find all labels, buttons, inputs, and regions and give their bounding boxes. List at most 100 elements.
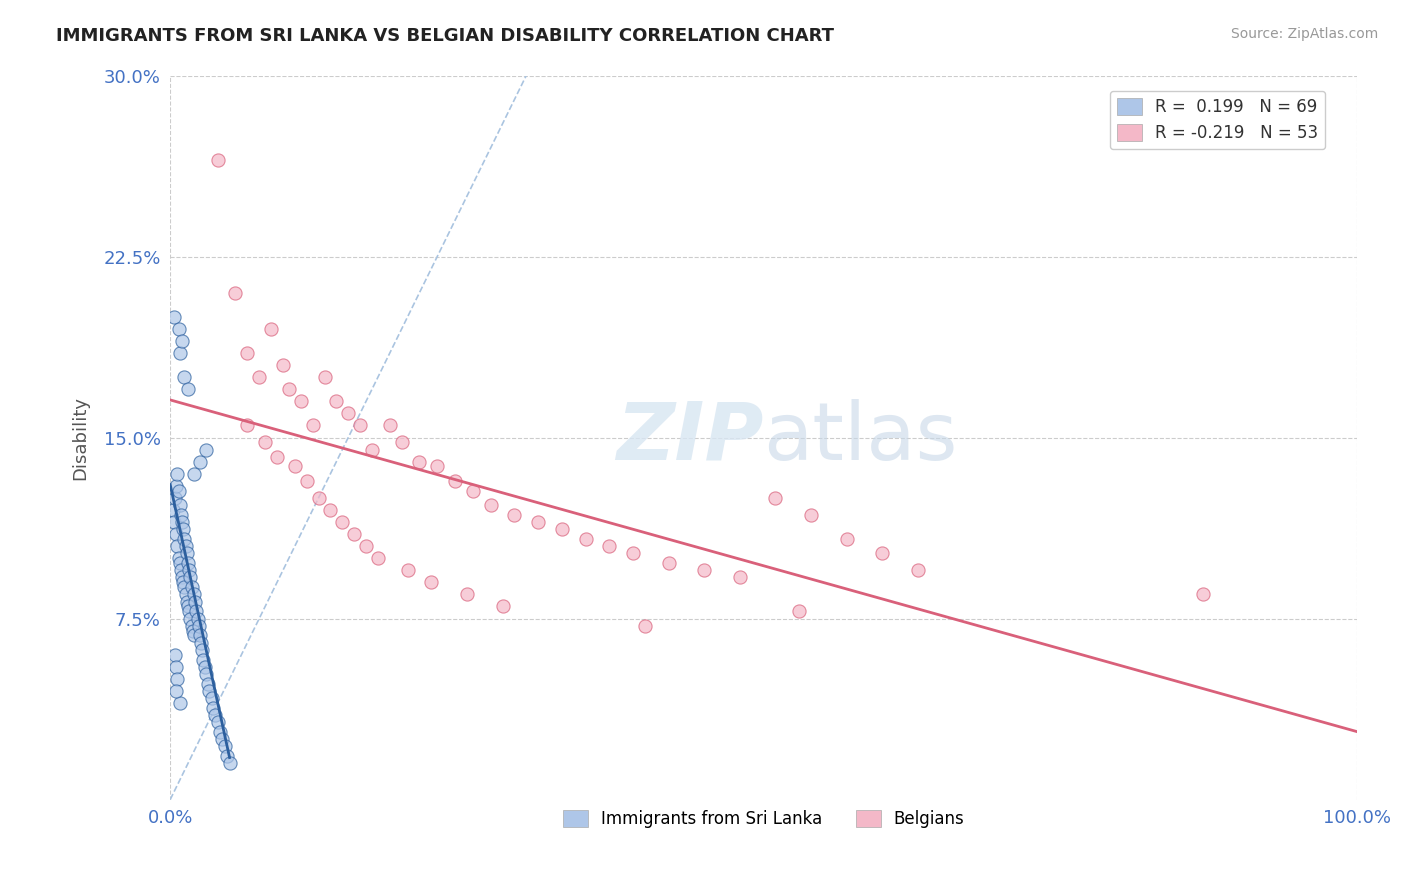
Point bbox=[173, 370, 195, 384]
Point bbox=[163, 515, 186, 529]
Point bbox=[634, 619, 657, 633]
Point bbox=[177, 599, 200, 614]
Point bbox=[621, 546, 644, 560]
Point bbox=[166, 672, 188, 686]
Point bbox=[176, 594, 198, 608]
Point bbox=[165, 684, 187, 698]
Point bbox=[907, 563, 929, 577]
Point bbox=[290, 394, 312, 409]
Point bbox=[218, 756, 240, 771]
Point bbox=[503, 508, 526, 522]
Point bbox=[163, 648, 186, 662]
Point bbox=[527, 515, 550, 529]
Point bbox=[284, 459, 307, 474]
Point bbox=[1191, 587, 1213, 601]
Point bbox=[271, 358, 294, 372]
Point bbox=[174, 587, 197, 601]
Point bbox=[247, 370, 270, 384]
Point bbox=[325, 394, 347, 409]
Point bbox=[197, 676, 219, 690]
Point bbox=[361, 442, 384, 457]
Point bbox=[172, 575, 194, 590]
Point bbox=[201, 701, 224, 715]
Point bbox=[193, 652, 215, 666]
Point bbox=[354, 539, 377, 553]
Point bbox=[479, 498, 502, 512]
Point bbox=[180, 619, 202, 633]
Point bbox=[179, 570, 201, 584]
Point bbox=[187, 619, 209, 633]
Point bbox=[180, 580, 202, 594]
Point bbox=[266, 450, 288, 464]
Point bbox=[167, 483, 190, 498]
Point bbox=[551, 522, 574, 536]
Point bbox=[872, 546, 894, 560]
Point bbox=[207, 153, 229, 167]
Point bbox=[391, 435, 413, 450]
Text: IMMIGRANTS FROM SRI LANKA VS BELGIAN DISABILITY CORRELATION CHART: IMMIGRANTS FROM SRI LANKA VS BELGIAN DIS… bbox=[56, 27, 834, 45]
Point bbox=[186, 604, 208, 618]
Point bbox=[207, 715, 229, 730]
Point bbox=[172, 334, 194, 348]
Point bbox=[295, 474, 318, 488]
Point bbox=[188, 455, 211, 469]
Point bbox=[456, 587, 478, 601]
Point bbox=[396, 563, 419, 577]
Point bbox=[194, 667, 217, 681]
Point bbox=[800, 508, 823, 522]
Point bbox=[169, 498, 191, 512]
Point bbox=[184, 594, 207, 608]
Point bbox=[162, 503, 184, 517]
Point bbox=[301, 418, 323, 433]
Point bbox=[183, 467, 205, 481]
Point bbox=[186, 611, 208, 625]
Point bbox=[179, 611, 201, 625]
Point bbox=[343, 527, 366, 541]
Point bbox=[236, 418, 259, 433]
Point bbox=[172, 515, 194, 529]
Point bbox=[169, 346, 191, 360]
Point bbox=[378, 418, 401, 433]
Point bbox=[201, 691, 224, 706]
Point bbox=[308, 491, 330, 505]
Point bbox=[172, 522, 194, 536]
Point bbox=[314, 370, 336, 384]
Point bbox=[165, 479, 187, 493]
Point bbox=[191, 643, 214, 657]
Point bbox=[163, 491, 186, 505]
Point bbox=[179, 604, 201, 618]
Point bbox=[420, 575, 443, 590]
Point bbox=[165, 527, 187, 541]
Point bbox=[183, 587, 205, 601]
Point bbox=[319, 503, 342, 517]
Point bbox=[408, 455, 430, 469]
Point bbox=[177, 382, 200, 396]
Text: ZIP: ZIP bbox=[616, 399, 763, 476]
Point bbox=[170, 563, 193, 577]
Point bbox=[426, 459, 449, 474]
Point bbox=[254, 435, 277, 450]
Point bbox=[444, 474, 467, 488]
Point bbox=[167, 322, 190, 336]
Point bbox=[765, 491, 787, 505]
Point bbox=[173, 580, 195, 594]
Point bbox=[181, 624, 204, 638]
Point bbox=[190, 635, 212, 649]
Point bbox=[183, 628, 205, 642]
Point bbox=[214, 739, 236, 754]
Text: Source: ZipAtlas.com: Source: ZipAtlas.com bbox=[1230, 27, 1378, 41]
Point bbox=[170, 508, 193, 522]
Point bbox=[728, 570, 751, 584]
Point bbox=[835, 532, 858, 546]
Point bbox=[177, 556, 200, 570]
Point bbox=[693, 563, 716, 577]
Point bbox=[194, 442, 217, 457]
Point bbox=[337, 406, 360, 420]
Point bbox=[165, 660, 187, 674]
Point bbox=[787, 604, 810, 618]
Legend: Immigrants from Sri Lanka, Belgians: Immigrants from Sri Lanka, Belgians bbox=[555, 803, 972, 835]
Point bbox=[209, 725, 232, 739]
Point bbox=[658, 556, 681, 570]
Point bbox=[176, 546, 198, 560]
Point bbox=[179, 563, 201, 577]
